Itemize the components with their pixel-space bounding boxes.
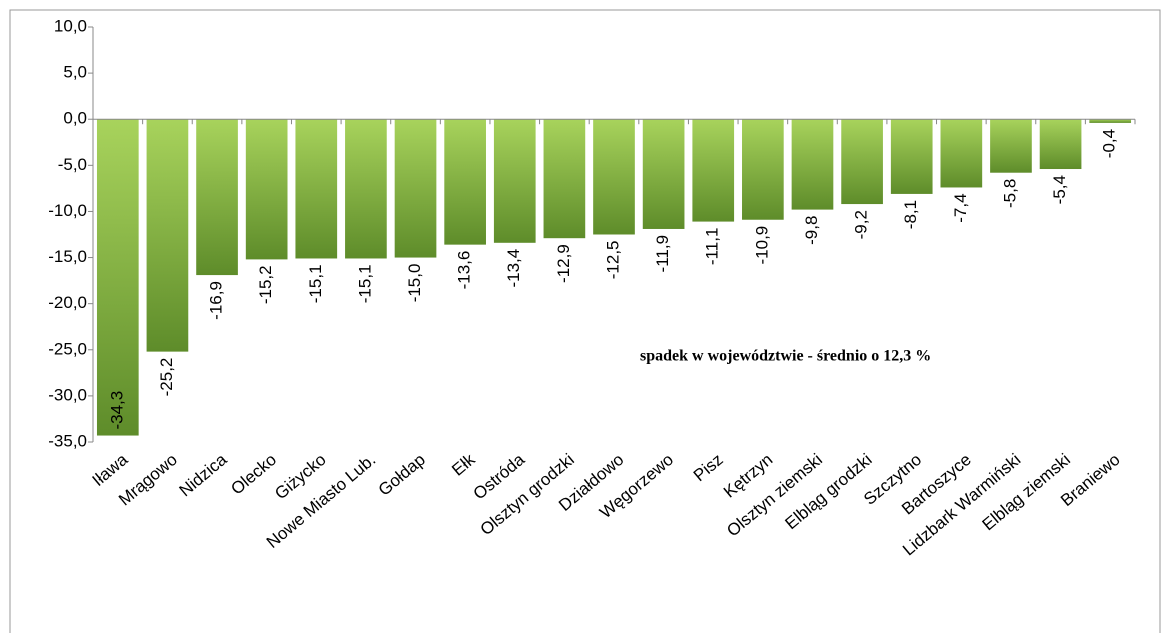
data-label: -34,3	[107, 391, 126, 430]
bar	[593, 119, 635, 235]
bar	[543, 119, 586, 239]
data-label: -10,9	[752, 226, 771, 265]
y-tick-label: -25,0	[48, 339, 87, 358]
bar	[295, 119, 338, 259]
bar	[692, 119, 735, 222]
data-label: -16,9	[207, 281, 226, 320]
x-tick-label: Gołdap	[375, 450, 429, 500]
bar	[493, 119, 536, 243]
bar	[1089, 119, 1132, 123]
chart-frame	[9, 9, 1161, 633]
x-tick-label: Nidzica	[176, 450, 231, 501]
bar	[742, 119, 784, 220]
data-label: -8,1	[901, 200, 920, 229]
y-tick-label: -15,0	[48, 247, 87, 266]
bar	[96, 119, 139, 436]
bar	[990, 119, 1032, 173]
data-label: -25,2	[157, 358, 176, 397]
bar	[1039, 119, 1082, 170]
y-tick-label: -35,0	[48, 431, 87, 450]
data-label: -15,2	[256, 265, 275, 304]
data-label: -7,4	[951, 193, 970, 222]
bar	[444, 119, 486, 245]
data-label: -5,8	[1000, 179, 1019, 208]
data-label: -5,4	[1050, 175, 1069, 204]
y-tick-label: -30,0	[48, 385, 87, 404]
x-tick-label: Iława	[89, 450, 132, 490]
bar	[890, 119, 933, 194]
data-label: -9,2	[852, 210, 871, 239]
y-tick-label: 5,0	[63, 63, 87, 82]
data-label: -0,4	[1100, 129, 1119, 158]
x-tick-label: Elbląg grodzki	[782, 450, 876, 533]
data-label: -12,5	[603, 241, 622, 280]
data-label: -12,9	[554, 244, 573, 283]
x-tick-label: Ełk	[448, 450, 479, 480]
y-tick-label: 0,0	[63, 109, 87, 128]
bar	[345, 119, 387, 259]
data-label: -13,4	[504, 249, 523, 288]
bar	[642, 119, 685, 229]
data-label: -11,9	[653, 235, 672, 273]
bar	[245, 119, 288, 260]
bar	[841, 119, 883, 205]
annotation: spadek w województwie - średnio o 12,3 %	[640, 348, 931, 365]
y-tick-label: 10,0	[54, 16, 87, 35]
data-label: -15,1	[355, 264, 374, 303]
y-tick-label: -20,0	[48, 293, 87, 312]
data-label: -9,8	[802, 216, 821, 245]
y-tick-label: -10,0	[48, 201, 87, 220]
y-tick-label: -5,0	[58, 155, 87, 174]
bar	[394, 119, 437, 258]
bar	[196, 119, 238, 276]
bar	[791, 119, 834, 210]
x-tick-label: Pisz	[690, 450, 727, 485]
data-label: -11,1	[703, 228, 722, 265]
bar	[940, 119, 983, 188]
data-label: -15,1	[306, 264, 325, 303]
data-label: -15,0	[405, 264, 424, 303]
bar	[146, 119, 189, 352]
data-label: -13,6	[455, 251, 474, 290]
